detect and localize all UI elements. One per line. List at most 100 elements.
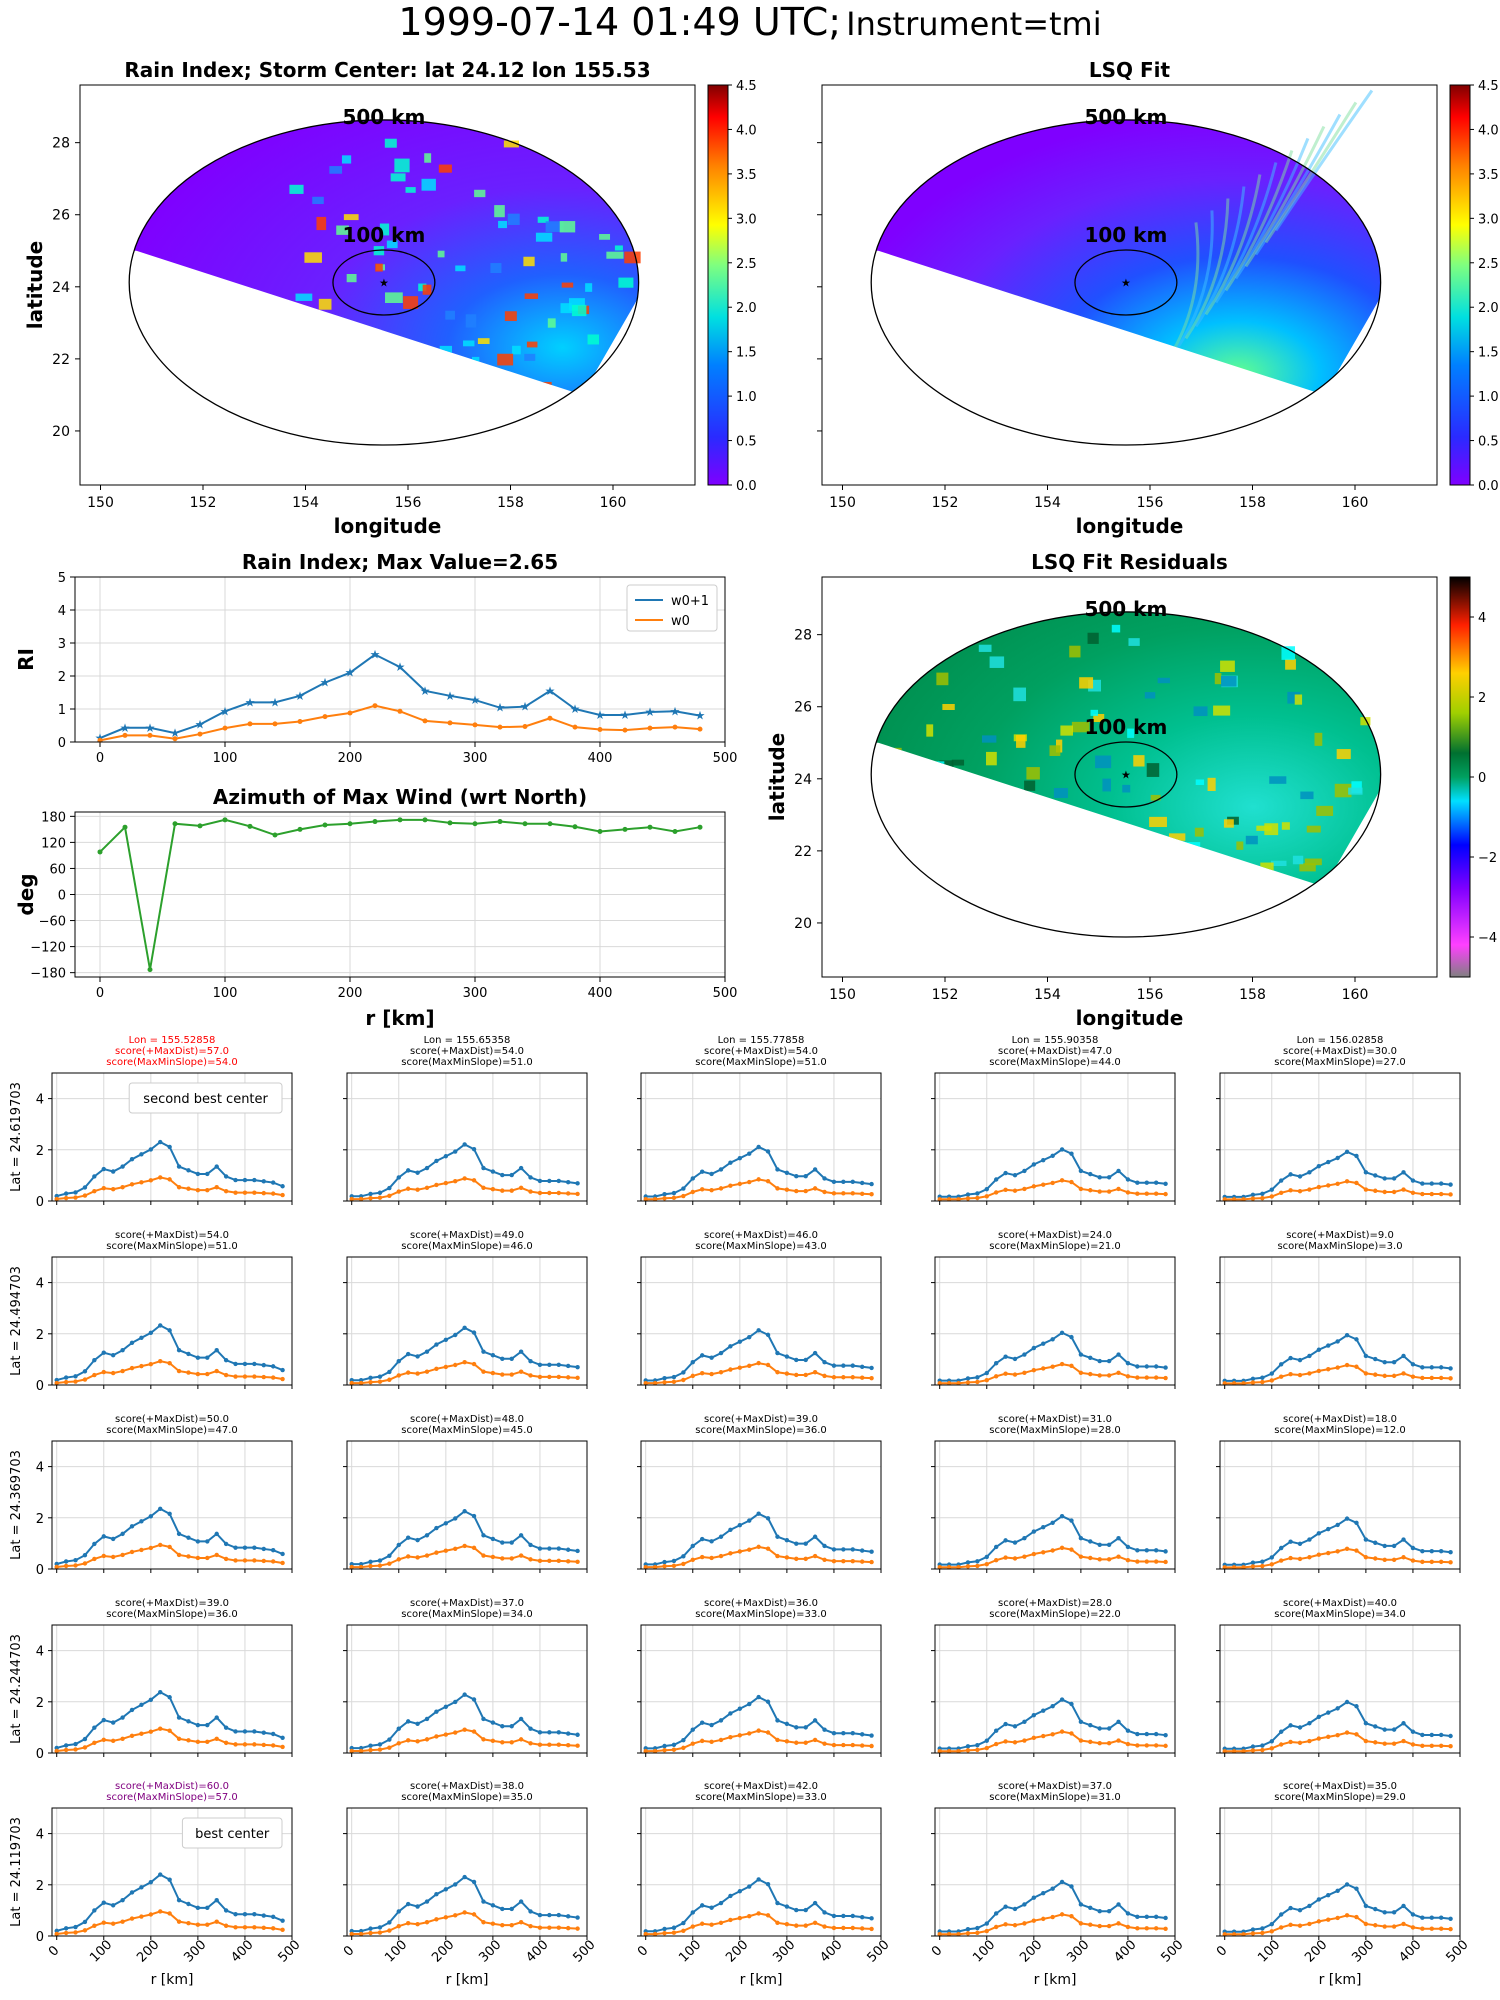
data-point — [434, 1709, 439, 1714]
data-point — [1163, 1743, 1168, 1749]
data-point — [1106, 1741, 1112, 1746]
data-point — [63, 1379, 69, 1385]
data-point — [946, 1381, 952, 1386]
data-point — [1391, 1924, 1397, 1929]
data-point — [718, 1737, 724, 1743]
data-point — [481, 1349, 486, 1354]
data-point — [1410, 1558, 1416, 1563]
data-point — [1153, 1731, 1159, 1737]
data-point — [233, 1374, 238, 1379]
swath-cell — [537, 216, 549, 223]
data-point — [1288, 1922, 1293, 1928]
data-point — [453, 1882, 458, 1887]
data-point — [195, 1371, 201, 1377]
data-point — [481, 1716, 486, 1722]
swath-cell — [1304, 858, 1322, 866]
data-point — [747, 1701, 752, 1707]
data-point — [349, 1380, 354, 1386]
data-point — [1382, 1373, 1387, 1379]
data-point — [129, 1707, 135, 1713]
data-point — [1326, 1367, 1331, 1372]
data-point — [537, 1925, 543, 1930]
y-tick-label: 4 — [36, 1277, 44, 1292]
data-point — [405, 1719, 411, 1724]
data-point — [1297, 1357, 1303, 1363]
data-point — [756, 1877, 761, 1882]
swath-cell — [618, 331, 637, 338]
data-point — [547, 1190, 552, 1196]
data-point — [272, 721, 278, 727]
data-point — [718, 1900, 724, 1906]
swath-cell — [409, 410, 426, 424]
subplot-title-line: score(MaxMinSlope)=54.0 — [106, 1057, 237, 1068]
swath-cell — [981, 735, 997, 743]
data-point — [1269, 1555, 1274, 1560]
data-point — [233, 1729, 238, 1734]
data-point — [101, 1166, 106, 1172]
data-point — [158, 1726, 163, 1731]
data-point — [261, 1925, 266, 1931]
data-point — [1401, 1353, 1406, 1359]
data-point — [537, 1190, 543, 1196]
data-point — [869, 1365, 874, 1371]
data-point — [396, 1726, 401, 1731]
colorbar — [1449, 84, 1471, 486]
data-point — [1297, 1174, 1303, 1179]
swath-cell — [989, 656, 1005, 668]
swath-cell — [455, 265, 466, 272]
data-point — [718, 1167, 724, 1172]
swath-band — [1244, 125, 1326, 268]
data-point — [1420, 1732, 1425, 1738]
data-point — [453, 1362, 458, 1368]
data-point — [280, 1918, 285, 1923]
data-point — [195, 1539, 201, 1544]
data-point — [73, 1563, 78, 1568]
data-point — [472, 722, 478, 728]
data-point — [1125, 1924, 1131, 1930]
data-point — [205, 1371, 210, 1377]
legend-label: w0 — [671, 614, 690, 629]
data-point — [453, 1149, 458, 1154]
data-point — [1391, 1910, 1397, 1915]
axes-frame — [51, 1072, 293, 1202]
data-point — [481, 1737, 486, 1742]
subplot-r3-c1: score(+MaxDist)=37.0score(MaxMinSlope)=3… — [343, 1598, 588, 1757]
data-point — [462, 1727, 467, 1732]
data-point — [1448, 1192, 1453, 1197]
data-point — [252, 1729, 257, 1734]
data-point — [537, 1742, 543, 1747]
data-point — [280, 1376, 285, 1382]
swath-cell — [1336, 749, 1351, 760]
data-point — [699, 1353, 705, 1358]
data-point — [965, 1564, 971, 1569]
data-point — [73, 1747, 78, 1752]
data-point — [575, 1364, 580, 1370]
data-point — [775, 1370, 780, 1375]
data-point — [747, 1884, 752, 1889]
data-point — [252, 1912, 257, 1917]
data-point — [92, 1357, 97, 1363]
data-point — [784, 1538, 790, 1543]
swath-cell — [1088, 679, 1102, 692]
data-point — [699, 1169, 705, 1174]
data-point — [270, 1743, 276, 1748]
data-point — [652, 1380, 658, 1386]
data-point — [54, 1561, 59, 1567]
data-point — [850, 1913, 855, 1919]
data-point — [214, 1919, 219, 1924]
data-point — [1420, 1181, 1425, 1186]
data-point — [443, 1154, 449, 1159]
data-point — [280, 1367, 285, 1373]
series-w0p1 — [56, 1690, 283, 1749]
data-point — [1260, 1926, 1265, 1931]
data-point — [471, 1330, 477, 1335]
subplot-title-line: score(MaxMinSlope)=36.0 — [106, 1609, 237, 1620]
data-point — [261, 1730, 266, 1735]
data-point — [453, 1699, 458, 1705]
y-axis-label: RI — [14, 648, 38, 671]
data-point — [699, 1921, 705, 1926]
data-point — [556, 1374, 561, 1380]
series-w0p1 — [351, 1143, 578, 1198]
data-point — [1059, 1330, 1065, 1335]
data-point — [1041, 1890, 1046, 1896]
